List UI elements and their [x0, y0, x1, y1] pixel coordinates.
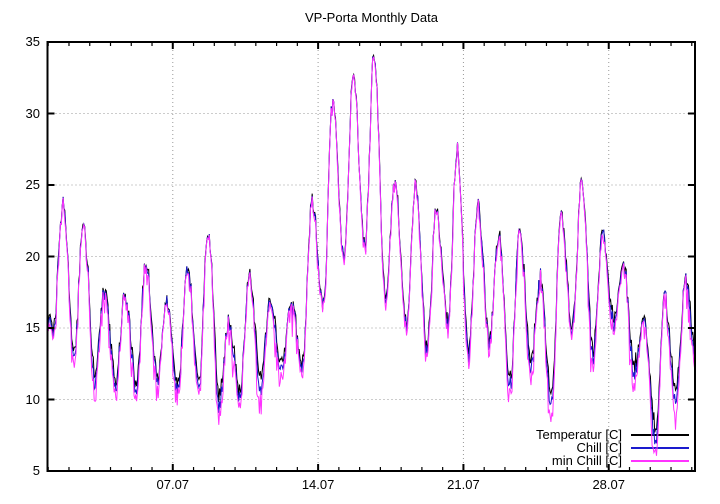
series-min-chill-c-line	[47, 56, 695, 456]
legend-label: Chill [C]	[576, 440, 622, 455]
legend-line-sample	[631, 433, 689, 436]
plot-border	[46, 41, 696, 472]
chart-title: VP-Porta Monthly Data	[305, 10, 438, 25]
legend-item: Chill [C]	[536, 441, 689, 454]
legend-item: min Chill [C]	[536, 454, 689, 467]
legend-label: min Chill [C]	[551, 453, 622, 468]
legend-item: Temperatur [C]	[536, 428, 689, 441]
legend-line-sample	[631, 446, 689, 449]
legend-line-sample	[631, 459, 689, 462]
legend-label: Temperatur [C]	[536, 427, 622, 442]
legend: Temperatur [C] Chill [C] min Chill [C]	[536, 428, 689, 467]
